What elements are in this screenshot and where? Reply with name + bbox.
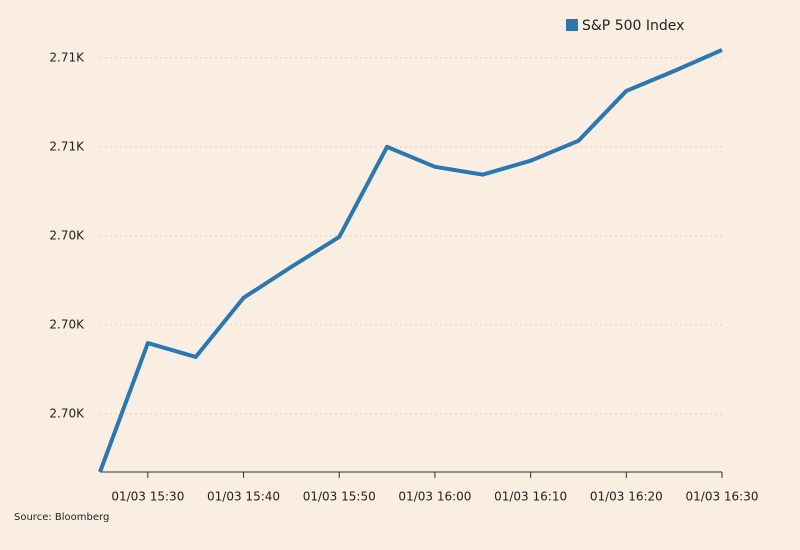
source-note: Source: Bloomberg: [14, 512, 109, 523]
y-tick-label: 2.70K: [49, 228, 85, 242]
x-tick-label: 01/03 15:40: [207, 490, 280, 504]
legend-label: S&P 500 Index: [582, 18, 684, 34]
y-tick-label: 2.71K: [49, 139, 85, 153]
series-line: [98, 48, 723, 473]
legend-swatch: [566, 19, 578, 31]
x-tick-label: 01/03 16:20: [590, 490, 663, 504]
x-tick-label: 01/03 15:30: [111, 490, 184, 504]
x-tick-label: 01/03 16:00: [398, 490, 471, 504]
y-tick-label: 2.71K: [49, 50, 85, 64]
x-tick-label: 01/03 16:10: [494, 490, 567, 504]
x-tick-label: 01/03 16:30: [686, 490, 759, 504]
y-tick-label: 2.70K: [49, 406, 85, 420]
y-tick-label: 2.70K: [49, 317, 85, 331]
x-tick-label: 01/03 15:50: [303, 490, 376, 504]
